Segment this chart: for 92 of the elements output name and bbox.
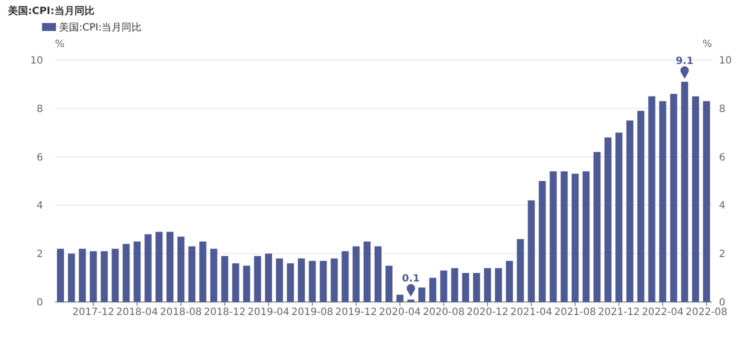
x-tick-label: 2019-08	[291, 307, 334, 318]
bar	[703, 101, 710, 302]
y-axis-title: %	[55, 39, 65, 50]
x-tick-label: 2020-08	[422, 307, 465, 318]
bar	[538, 181, 546, 302]
bar	[286, 263, 294, 302]
bar	[78, 248, 86, 302]
x-tick-label: 2019-04	[248, 307, 290, 318]
bar	[56, 248, 64, 302]
y2-tick-label: 10	[719, 56, 732, 66]
bar	[100, 251, 108, 302]
data-label: 0.1	[402, 274, 420, 285]
y2-tick-label: 8	[719, 104, 726, 115]
bar	[506, 260, 513, 302]
bar	[243, 266, 250, 302]
y2-axis-title: %	[702, 39, 712, 50]
bar	[156, 232, 163, 302]
legend-label: 美国:CPI:当月同比	[59, 22, 142, 34]
y-tick-label: 0	[36, 298, 43, 308]
bar	[418, 287, 426, 302]
bar	[451, 268, 458, 302]
y-tick-label: 8	[36, 104, 43, 115]
bar	[199, 242, 206, 302]
x-tick-label: 2021-12	[598, 307, 640, 318]
bar	[440, 270, 448, 302]
bar	[637, 110, 644, 302]
bar	[385, 266, 392, 302]
bar	[90, 251, 97, 302]
bar	[484, 268, 492, 302]
x-tick-label: 2017-12	[72, 307, 114, 318]
bar	[429, 278, 436, 302]
bar	[122, 244, 130, 302]
y-tick-label: 4	[36, 200, 43, 212]
y2-tick-label: 2	[719, 249, 726, 260]
y-tick-label: 6	[36, 152, 43, 164]
bar	[342, 251, 349, 302]
bar	[462, 272, 470, 302]
bar	[134, 242, 141, 302]
x-tick-label: 2021-04	[510, 307, 552, 318]
bar	[528, 200, 535, 302]
data-label: 9.1	[676, 56, 694, 67]
bar	[308, 260, 316, 302]
y2-tick-label: 6	[719, 152, 726, 164]
bar	[177, 236, 184, 302]
bar	[112, 248, 119, 302]
bar	[396, 294, 404, 302]
bar	[692, 96, 700, 302]
bar	[670, 94, 678, 302]
y2-tick-label: 0	[719, 298, 726, 308]
bar	[626, 120, 634, 302]
bar	[473, 272, 480, 302]
y2-tick-label: 4	[719, 200, 726, 212]
bar	[374, 246, 382, 302]
bar	[254, 256, 262, 302]
x-tick-label: 2020-04	[379, 307, 421, 318]
bar	[550, 171, 557, 302]
bar	[276, 258, 283, 302]
x-tick-label: 2018-12	[204, 307, 246, 318]
y-tick-label: 10	[30, 56, 43, 66]
bar	[615, 132, 622, 302]
bar	[560, 171, 568, 302]
bar	[659, 101, 666, 302]
bar	[188, 246, 196, 302]
x-tick-label: 2022-08	[686, 307, 728, 318]
bar	[330, 258, 338, 302]
bar	[221, 256, 228, 302]
bar	[516, 239, 524, 302]
bar	[604, 137, 612, 302]
bar	[572, 174, 579, 302]
bar	[594, 152, 601, 302]
bar	[582, 171, 590, 302]
x-tick-label: 2022-04	[642, 307, 684, 318]
x-tick-label: 2019-12	[335, 307, 378, 318]
bar	[494, 268, 502, 302]
x-tick-label: 2018-04	[116, 307, 158, 318]
bar	[320, 260, 327, 302]
bar	[68, 254, 75, 302]
x-tick-label: 2018-08	[160, 307, 202, 318]
x-tick-label: 2021-08	[554, 307, 596, 318]
bar	[364, 242, 371, 302]
y-tick-label: 2	[36, 249, 43, 260]
bar	[144, 234, 152, 302]
bar	[232, 263, 240, 302]
bar	[265, 254, 272, 302]
bar	[298, 258, 305, 302]
x-tick-label: 2020-12	[466, 307, 508, 318]
bar	[648, 96, 656, 302]
chart-title: 美国:CPI:当月同比	[7, 5, 94, 17]
bar	[166, 232, 174, 302]
bar	[352, 246, 360, 302]
bar	[681, 82, 688, 302]
bar	[210, 248, 218, 302]
